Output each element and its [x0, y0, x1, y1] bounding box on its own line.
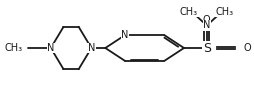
Text: N: N [121, 30, 128, 40]
Text: O: O [243, 43, 250, 53]
Text: S: S [202, 41, 210, 55]
Text: CH₃: CH₃ [5, 43, 23, 53]
Text: CH₃: CH₃ [215, 7, 233, 17]
Text: O: O [202, 15, 210, 25]
Text: N: N [87, 43, 95, 53]
Text: N: N [47, 43, 54, 53]
Text: CH₃: CH₃ [179, 7, 197, 17]
Text: N: N [202, 20, 210, 30]
